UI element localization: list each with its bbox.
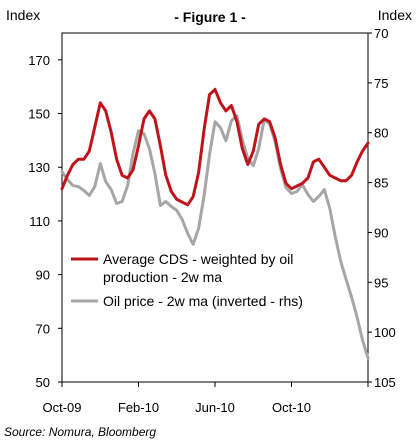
right-axis: 70 75 80 85 90 95 100 105 <box>368 26 396 390</box>
left-tick-label: 150 <box>28 107 50 122</box>
series-line-cds <box>60 87 370 207</box>
right-axis-header: Index <box>378 7 412 23</box>
legend-background <box>66 247 330 314</box>
x-axis: Oct-09 Feb-10 Jun-10 Oct-10 <box>42 382 369 415</box>
right-tick-label: 80 <box>374 126 388 141</box>
right-tick-label: 70 <box>374 26 388 41</box>
plot-area-border <box>61 32 369 383</box>
legend-label-cds-line2: production - 2w ma <box>103 269 222 285</box>
series-line-oil <box>60 114 370 360</box>
x-tick-label: Oct-09 <box>42 400 81 415</box>
legend: Average CDS - weighted by oil production… <box>66 247 330 314</box>
left-tick-label: 50 <box>36 375 50 390</box>
left-tick-label: 170 <box>28 53 50 68</box>
left-axis: 50 70 90 110 130 150 170 <box>28 53 62 390</box>
left-tick-label: 90 <box>36 268 50 283</box>
legend-label-oil: Oil price - 2w ma (inverted - rhs) <box>103 293 303 309</box>
left-tick-label: 130 <box>28 160 50 175</box>
series-group <box>60 87 370 360</box>
left-tick-label: 110 <box>29 214 50 229</box>
right-tick-label: 85 <box>374 176 388 191</box>
legend-label-cds-line1: Average CDS - weighted by oil <box>103 251 293 267</box>
right-tick-label: 75 <box>374 76 388 91</box>
right-tick-label: 100 <box>374 325 396 340</box>
right-tick-label: 105 <box>374 375 396 390</box>
figure-title: - Figure 1 - <box>174 9 246 25</box>
x-tick-label: Feb-10 <box>118 400 159 415</box>
left-tick-label: 70 <box>36 321 50 336</box>
left-axis-header: Index <box>6 7 40 23</box>
right-tick-label: 95 <box>374 275 388 290</box>
source-note: Source: Nomura, Bloomberg <box>4 425 156 439</box>
right-tick-label: 90 <box>374 225 388 240</box>
x-tick-label: Oct-10 <box>272 400 311 415</box>
x-tick-label: Jun-10 <box>195 400 235 415</box>
